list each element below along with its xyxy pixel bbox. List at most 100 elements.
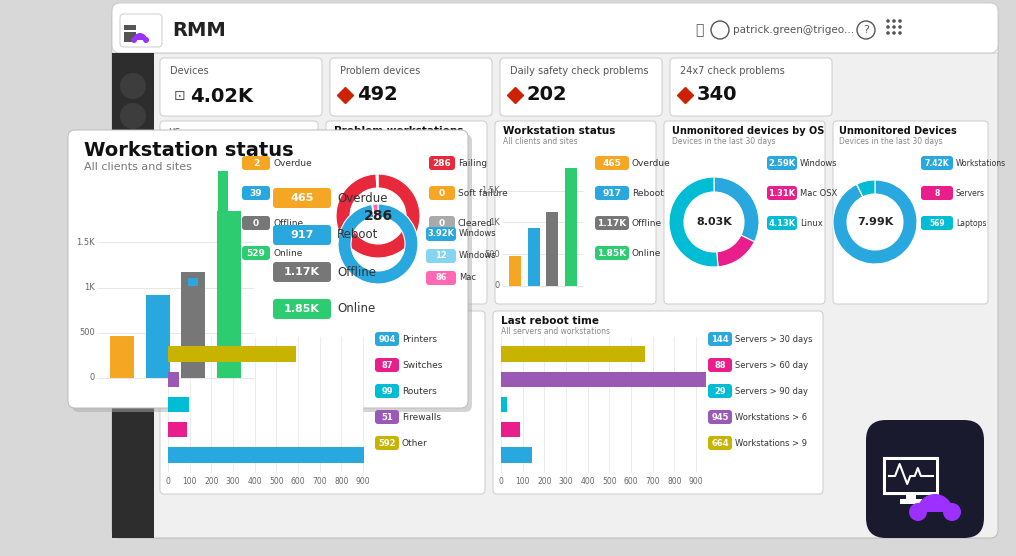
Text: 39: 39	[250, 188, 262, 197]
Bar	[98, 188, 253, 378]
Text: 400: 400	[247, 477, 262, 486]
Bar	[182, 272, 205, 378]
Text: ?: ?	[863, 25, 869, 35]
Text: Devices in the last 30 days: Devices in the last 30 days	[168, 327, 271, 336]
Wedge shape	[133, 33, 147, 40]
FancyBboxPatch shape	[495, 121, 656, 304]
Text: 200: 200	[537, 477, 552, 486]
Bar	[168, 371, 179, 387]
Bar	[168, 447, 364, 463]
FancyBboxPatch shape	[375, 384, 399, 398]
FancyBboxPatch shape	[595, 186, 629, 200]
Text: 87: 87	[381, 360, 393, 370]
FancyBboxPatch shape	[375, 358, 399, 372]
Text: Devices in the last 30 days: Devices in the last 30 days	[672, 137, 775, 146]
FancyBboxPatch shape	[767, 186, 797, 200]
Text: 492: 492	[357, 86, 397, 105]
Text: 1.85K: 1.85K	[284, 304, 320, 314]
Bar	[145, 295, 170, 378]
FancyBboxPatch shape	[375, 410, 399, 424]
Text: 600: 600	[624, 477, 638, 486]
Text: Online: Online	[273, 249, 303, 257]
Text: Servers > 30 days: Servers > 30 days	[735, 335, 813, 344]
Text: 8.03K: 8.03K	[696, 217, 732, 227]
FancyBboxPatch shape	[112, 8, 998, 538]
Text: 900: 900	[356, 477, 370, 486]
Text: 904: 904	[378, 335, 395, 344]
Text: Online: Online	[632, 249, 661, 257]
FancyBboxPatch shape	[160, 121, 318, 304]
FancyBboxPatch shape	[242, 186, 270, 200]
Text: 700: 700	[312, 477, 327, 486]
Text: 569: 569	[930, 219, 945, 227]
FancyBboxPatch shape	[493, 311, 823, 494]
FancyBboxPatch shape	[273, 262, 331, 282]
Text: 1.17K: 1.17K	[597, 219, 627, 227]
Text: 300: 300	[226, 477, 241, 486]
FancyBboxPatch shape	[375, 436, 399, 450]
Text: es: es	[168, 137, 178, 146]
Text: 1.31K: 1.31K	[768, 188, 796, 197]
Text: 0: 0	[253, 219, 259, 227]
FancyBboxPatch shape	[375, 332, 399, 346]
Text: Servers: Servers	[956, 188, 985, 197]
Bar	[217, 211, 241, 378]
Wedge shape	[833, 180, 917, 264]
Bar	[501, 337, 696, 472]
Text: Reboot: Reboot	[632, 188, 663, 197]
Circle shape	[943, 503, 961, 521]
Text: 500: 500	[79, 328, 96, 337]
Text: 100: 100	[515, 477, 530, 486]
FancyBboxPatch shape	[595, 156, 629, 170]
Text: Unmonitored network devices: Unmonitored network devices	[168, 316, 345, 326]
Text: 202: 202	[527, 86, 568, 105]
Text: Workstation status: Workstation status	[84, 141, 294, 160]
Bar	[906, 492, 916, 500]
Text: Laptops: Laptops	[956, 219, 987, 227]
Wedge shape	[373, 204, 378, 217]
FancyBboxPatch shape	[426, 249, 456, 263]
Circle shape	[131, 37, 137, 43]
Text: 917: 917	[291, 230, 314, 240]
Bar	[112, 53, 154, 538]
Text: Overdue: Overdue	[273, 158, 312, 167]
Text: 0: 0	[499, 477, 504, 486]
Wedge shape	[372, 205, 374, 217]
FancyBboxPatch shape	[120, 14, 162, 47]
Text: 2.59K: 2.59K	[768, 158, 796, 167]
FancyBboxPatch shape	[664, 121, 825, 304]
Text: 500: 500	[269, 477, 283, 486]
Text: Overdue: Overdue	[632, 158, 671, 167]
FancyBboxPatch shape	[866, 420, 985, 538]
Text: 1.5K: 1.5K	[76, 238, 96, 247]
Text: 4.13K: 4.13K	[768, 219, 796, 227]
FancyBboxPatch shape	[330, 58, 492, 116]
Circle shape	[909, 503, 927, 521]
Text: Reboot: Reboot	[273, 188, 305, 197]
Text: Reboot: Reboot	[337, 229, 378, 241]
FancyBboxPatch shape	[595, 216, 629, 230]
Text: Online: Online	[337, 302, 375, 315]
Text: us: us	[168, 126, 180, 136]
Text: 3.92K: 3.92K	[428, 230, 454, 239]
Text: Unmonitored devices by OS: Unmonitored devices by OS	[672, 126, 824, 136]
FancyBboxPatch shape	[426, 271, 456, 285]
Text: 900: 900	[689, 477, 703, 486]
Circle shape	[120, 73, 146, 99]
Circle shape	[892, 31, 896, 35]
Text: Soft failure: Soft failure	[458, 188, 508, 197]
FancyBboxPatch shape	[708, 358, 732, 372]
Text: 1.5K: 1.5K	[482, 186, 500, 195]
Text: Switches: Switches	[402, 360, 442, 370]
FancyBboxPatch shape	[708, 332, 732, 346]
Text: 12: 12	[435, 251, 447, 261]
Text: Problem devices: Problem devices	[340, 66, 421, 76]
FancyBboxPatch shape	[426, 227, 456, 241]
Text: 0: 0	[166, 477, 171, 486]
Text: main OS: main OS	[334, 259, 383, 269]
Bar	[124, 25, 136, 30]
FancyBboxPatch shape	[242, 216, 270, 230]
Text: 1.17K: 1.17K	[284, 267, 320, 277]
Bar	[501, 447, 532, 463]
FancyBboxPatch shape	[242, 156, 270, 170]
